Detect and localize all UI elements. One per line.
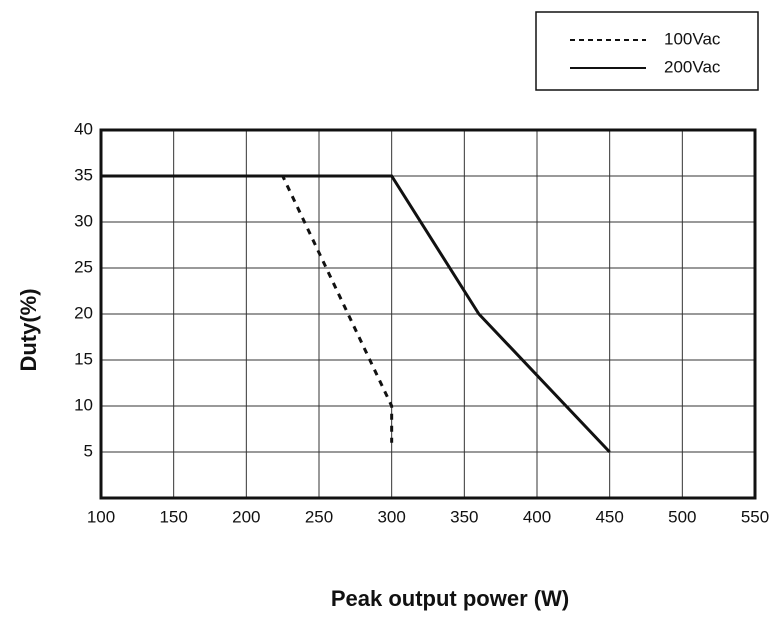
x-tick-label: 200	[232, 507, 260, 526]
x-tick-label: 550	[741, 507, 769, 526]
x-tick-label: 400	[523, 507, 551, 526]
plot-frame	[99, 128, 757, 500]
y-axis-title: Duty(%)	[16, 288, 41, 371]
y-tick-label: 15	[74, 349, 93, 368]
legend-label: 100Vac	[664, 29, 721, 48]
x-tick-label: 100	[87, 507, 115, 526]
y-tick-label: 30	[74, 211, 93, 230]
y-tick-label: 35	[74, 165, 93, 184]
legend-box	[535, 11, 759, 91]
x-tick-label: 300	[377, 507, 405, 526]
y-tick-label: 40	[74, 119, 93, 138]
x-tick-label: 500	[668, 507, 696, 526]
x-axis-title: Peak output power (W)	[331, 586, 569, 611]
x-tick-label: 450	[595, 507, 623, 526]
y-tick-label: 25	[74, 257, 93, 276]
y-tick-label: 20	[74, 303, 93, 322]
x-tick-label: 150	[159, 507, 187, 526]
x-tick-label: 250	[305, 507, 333, 526]
legend-label: 200Vac	[664, 57, 721, 76]
series-line	[101, 174, 611, 454]
y-tick-label: 5	[84, 441, 93, 460]
y-tick-label: 10	[74, 395, 93, 414]
x-tick-label: 350	[450, 507, 478, 526]
